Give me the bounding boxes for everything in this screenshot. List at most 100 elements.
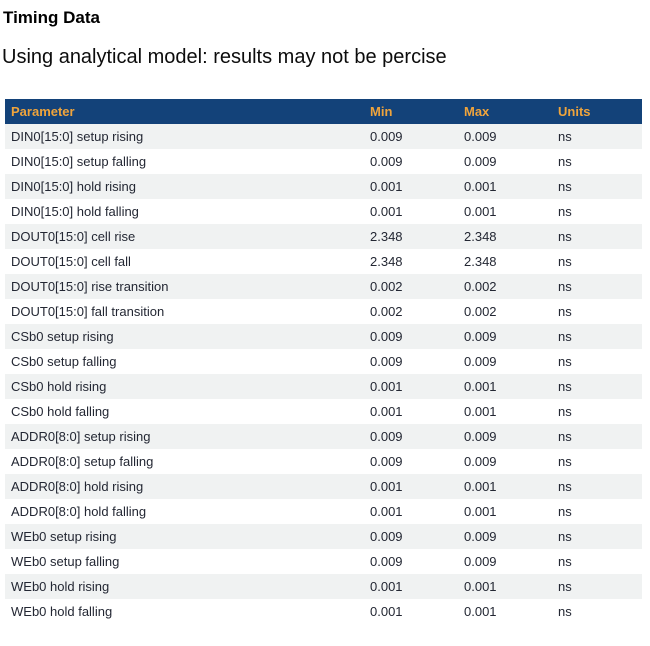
cell-max: 0.009: [464, 154, 497, 169]
cell-max: 0.009: [464, 454, 497, 469]
cell-max: 0.002: [464, 279, 497, 294]
cell-units: ns: [558, 179, 572, 194]
table-header-row: Parameter Min Max Units: [5, 99, 642, 124]
cell-units: ns: [558, 229, 572, 244]
cell-max: 0.009: [464, 554, 497, 569]
table-row: WEb0 setup rising 0.009 0.009 ns: [5, 524, 642, 549]
cell-min: 0.009: [370, 429, 403, 444]
table-row: DIN0[15:0] hold rising 0.001 0.001 ns: [5, 174, 642, 199]
cell-units: ns: [558, 329, 572, 344]
table-row: CSb0 setup rising 0.009 0.009 ns: [5, 324, 642, 349]
cell-min: 0.009: [370, 554, 403, 569]
cell-parameter: ADDR0[8:0] hold falling: [11, 504, 147, 519]
cell-units: ns: [558, 504, 572, 519]
cell-max: 0.009: [464, 129, 497, 144]
table-row: CSb0 hold rising 0.001 0.001 ns: [5, 374, 642, 399]
cell-max: 0.009: [464, 354, 497, 369]
cell-min: 0.009: [370, 354, 403, 369]
cell-parameter: DOUT0[15:0] fall transition: [11, 304, 165, 319]
table-row: DOUT0[15:0] cell rise 2.348 2.348 ns: [5, 224, 642, 249]
cell-units: ns: [558, 379, 572, 394]
cell-parameter: CSb0 setup falling: [11, 354, 117, 369]
cell-units: ns: [558, 354, 572, 369]
cell-min: 0.002: [370, 304, 403, 319]
cell-parameter: CSb0 setup rising: [11, 329, 114, 344]
cell-min: 0.001: [370, 579, 403, 594]
cell-units: ns: [558, 404, 572, 419]
cell-units: ns: [558, 304, 572, 319]
table-row: WEb0 setup falling 0.009 0.009 ns: [5, 549, 642, 574]
cell-min: 0.009: [370, 129, 403, 144]
cell-parameter: DIN0[15:0] hold rising: [11, 179, 137, 194]
table-row: DIN0[15:0] hold falling 0.001 0.001 ns: [5, 199, 642, 224]
cell-min: 2.348: [370, 229, 403, 244]
cell-max: 0.002: [464, 304, 497, 319]
cell-parameter: DOUT0[15:0] cell rise: [11, 229, 136, 244]
cell-max: 2.348: [464, 229, 497, 244]
cell-units: ns: [558, 279, 572, 294]
cell-max: 0.001: [464, 479, 497, 494]
cell-units: ns: [558, 429, 572, 444]
cell-units: ns: [558, 529, 572, 544]
timing-table: Parameter Min Max Units DIN0[15:0] setup…: [5, 99, 642, 624]
page-subtitle: Using analytical model: results may not …: [2, 46, 447, 68]
cell-min: 0.001: [370, 404, 403, 419]
cell-max: 2.348: [464, 254, 497, 269]
table-row: WEb0 hold rising 0.001 0.001 ns: [5, 574, 642, 599]
cell-units: ns: [558, 454, 572, 469]
cell-parameter: CSb0 hold rising: [11, 379, 107, 394]
cell-units: ns: [558, 579, 572, 594]
cell-min: 0.001: [370, 504, 403, 519]
column-header-min: Min: [370, 104, 393, 119]
cell-min: 0.001: [370, 204, 403, 219]
column-header-units: Units: [558, 104, 591, 119]
cell-min: 0.001: [370, 379, 403, 394]
table-body: DIN0[15:0] setup rising 0.009 0.009 ns D…: [5, 124, 642, 624]
cell-min: 2.348: [370, 254, 403, 269]
cell-units: ns: [558, 254, 572, 269]
cell-parameter: WEb0 setup rising: [11, 529, 117, 544]
cell-parameter: ADDR0[8:0] setup falling: [11, 454, 154, 469]
table-row: DIN0[15:0] setup rising 0.009 0.009 ns: [5, 124, 642, 149]
table-row: DOUT0[15:0] rise transition 0.002 0.002 …: [5, 274, 642, 299]
table-row: ADDR0[8:0] hold rising 0.001 0.001 ns: [5, 474, 642, 499]
table-row: CSb0 hold falling 0.001 0.001 ns: [5, 399, 642, 424]
cell-min: 0.009: [370, 529, 403, 544]
cell-parameter: DOUT0[15:0] rise transition: [11, 279, 169, 294]
cell-max: 0.009: [464, 529, 497, 544]
cell-units: ns: [558, 154, 572, 169]
table-row: ADDR0[8:0] setup falling 0.009 0.009 ns: [5, 449, 642, 474]
cell-units: ns: [558, 479, 572, 494]
cell-units: ns: [558, 129, 572, 144]
cell-parameter: WEb0 hold falling: [11, 604, 113, 619]
cell-parameter: DOUT0[15:0] cell fall: [11, 254, 131, 269]
cell-max: 0.009: [464, 429, 497, 444]
table-row: DIN0[15:0] setup falling 0.009 0.009 ns: [5, 149, 642, 174]
cell-parameter: WEb0 setup falling: [11, 554, 120, 569]
cell-parameter: DIN0[15:0] hold falling: [11, 204, 139, 219]
column-header-parameter: Parameter: [11, 104, 75, 119]
page-title: Timing Data: [3, 8, 100, 27]
table-row: WEb0 hold falling 0.001 0.001 ns: [5, 599, 642, 624]
column-header-max: Max: [464, 104, 490, 119]
cell-min: 0.001: [370, 479, 403, 494]
cell-max: 0.009: [464, 329, 497, 344]
cell-units: ns: [558, 554, 572, 569]
cell-parameter: CSb0 hold falling: [11, 404, 110, 419]
cell-max: 0.001: [464, 604, 497, 619]
table-row: DOUT0[15:0] cell fall 2.348 2.348 ns: [5, 249, 642, 274]
cell-parameter: ADDR0[8:0] setup rising: [11, 429, 151, 444]
cell-min: 0.001: [370, 179, 403, 194]
cell-max: 0.001: [464, 179, 497, 194]
cell-units: ns: [558, 604, 572, 619]
cell-max: 0.001: [464, 379, 497, 394]
cell-max: 0.001: [464, 504, 497, 519]
cell-min: 0.009: [370, 329, 403, 344]
cell-parameter: ADDR0[8:0] hold rising: [11, 479, 144, 494]
cell-min: 0.009: [370, 154, 403, 169]
cell-max: 0.001: [464, 204, 497, 219]
cell-units: ns: [558, 204, 572, 219]
cell-parameter: WEb0 hold rising: [11, 579, 110, 594]
table-row: ADDR0[8:0] setup rising 0.009 0.009 ns: [5, 424, 642, 449]
